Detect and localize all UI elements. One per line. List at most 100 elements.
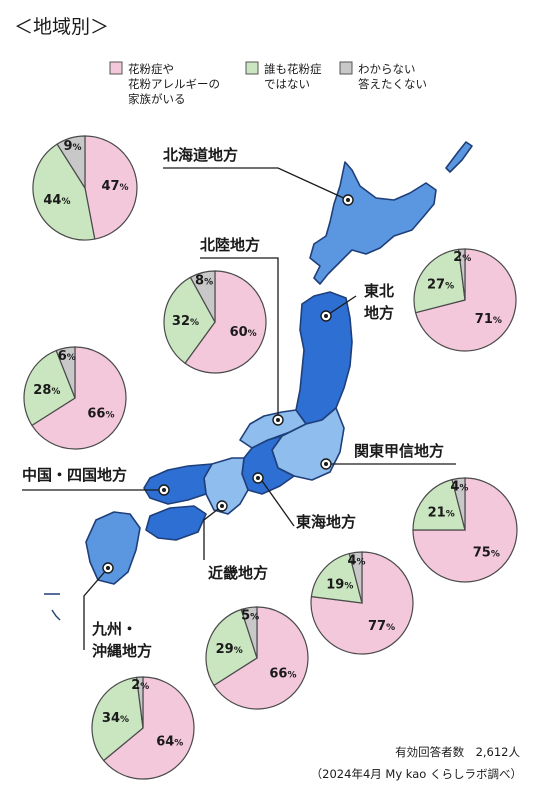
region-labels: 北海道地方 北陸地方 東北 地方 中国・四国地方 関東甲信地方 東海地方 近畿地… — [22, 146, 444, 660]
pie-label-green: 27% — [427, 277, 454, 292]
pie-label-green: 28% — [33, 383, 60, 398]
pie-slice-green — [163, 276, 216, 365]
japan-map — [44, 141, 473, 621]
pie-label-pink: 71% — [475, 312, 502, 327]
marker-kyushu — [102, 562, 114, 574]
region-label-hokuriku: 北陸地方 — [200, 236, 260, 254]
region-label-tohoku: 東北 地方 — [364, 282, 399, 322]
pie-slice-gray — [451, 477, 466, 531]
leader-tohoku — [325, 295, 357, 317]
map-chugoku — [143, 463, 213, 505]
region-label-tokai: 東海地方 — [296, 513, 356, 531]
pie-slice-green — [413, 248, 466, 314]
legend-swatch-pink — [109, 61, 123, 75]
pie-slice-gray — [55, 346, 76, 399]
pie-label-pink: 66% — [87, 406, 114, 421]
pie-hokkaido: 47% 44% 9% — [32, 135, 138, 241]
pie-label-gray: 2% — [131, 678, 149, 693]
leader-hokuriku — [200, 257, 279, 420]
pie-slice-pink — [414, 248, 517, 352]
pie-slice-gray — [189, 270, 216, 323]
pie-slice-pink — [412, 477, 518, 583]
pie-slice-green — [23, 349, 76, 427]
pie-slice-pink — [213, 606, 309, 710]
marker-tohoku — [320, 310, 332, 322]
pie-label-gray: 4% — [450, 480, 468, 495]
leader-tokai — [259, 477, 295, 527]
pie-slice-gray — [240, 606, 258, 659]
pie-slice-green — [205, 608, 258, 687]
leader-kyushu — [83, 567, 109, 650]
pie-label-gray: 5% — [241, 609, 259, 624]
map-kyushu — [85, 511, 141, 585]
pie-slice-pink — [31, 346, 127, 450]
pie-slice-pink — [310, 551, 414, 655]
pie-label-gray: 9% — [63, 139, 81, 154]
pie-label-green: 19% — [326, 577, 353, 592]
pie-label-gray: 6% — [58, 349, 76, 364]
pie-slice-gray — [457, 248, 466, 301]
pie-slice-gray — [135, 676, 144, 729]
pie-slice-green — [310, 552, 363, 604]
pie-label-pink: 75% — [473, 545, 500, 560]
pie-label-pink: 64% — [156, 735, 183, 750]
pie-slice-pink — [184, 270, 267, 374]
region-label-kanto: 関東甲信地方 — [354, 442, 444, 460]
pie-slice-gray — [56, 135, 86, 191]
marker-tokai — [252, 472, 264, 484]
marker-kanto — [320, 458, 332, 470]
pie-label-green: 32% — [172, 314, 199, 329]
pie-hokuriku: 60% 32% 8% — [163, 270, 267, 374]
pie-label-gray: 2% — [453, 250, 471, 265]
pie-kyushu-okinawa: 64% 34% 2% — [91, 676, 195, 780]
pie-label-green: 34% — [102, 711, 129, 726]
pie-slice-pink — [102, 676, 195, 780]
pie-label-gray: 4% — [347, 553, 365, 568]
pie-slice-pink — [84, 135, 138, 240]
pie-kinki: 66% 29% 5% — [205, 606, 309, 710]
map-hokkaido — [309, 161, 437, 285]
legend: 花粉症や 花粉アレルギーの 家族がいる 誰も花粉症 ではない わからない 答えた… — [109, 61, 427, 106]
region-label-kyushu-okinawa: 九州・ 沖縄地方 — [91, 620, 152, 660]
pie-label-gray: 8% — [195, 274, 213, 289]
pie-chugoku-shikoku: 66% 28% 6% — [23, 346, 127, 450]
legend-swatch-green — [245, 61, 259, 75]
pie-label-pink: 77% — [368, 619, 395, 634]
region-markers — [102, 194, 354, 574]
page-title: ＜地域別＞ — [14, 16, 109, 38]
legend-label-gray: わからない 答えたくない — [358, 62, 427, 91]
pie-slice-gray — [348, 551, 363, 604]
pie-slice-green — [412, 478, 466, 531]
leader-kinki — [203, 505, 223, 560]
leader-hokkaido — [163, 167, 349, 201]
pie-charts: 47% 44% 9% 60% 32% 8% 71% 27% 2% 66% 28% 6% 75% 21% 4%… — [23, 135, 518, 780]
region-label-chugoku-shikoku: 中国・四国地方 — [22, 466, 127, 484]
legend-swatch-gray — [339, 61, 353, 75]
marker-chugoku — [158, 484, 170, 496]
respondents-note: 有効回答者数 2,612人 — [395, 745, 520, 759]
pie-kanto: 75% 21% 4% — [412, 477, 518, 583]
pie-label-pink: 47% — [101, 179, 128, 194]
legend-label-pink: 花粉症や 花粉アレルギーの 家族がいる — [128, 62, 224, 106]
marker-hokuriku — [272, 414, 284, 426]
pie-label-pink: 60% — [230, 325, 257, 340]
marker-kinki — [216, 500, 228, 512]
pie-label-green: 44% — [43, 193, 70, 208]
map-shikoku — [145, 505, 207, 541]
pie-slice-green — [32, 143, 96, 241]
pie-label-green: 29% — [216, 642, 243, 657]
pie-label-pink: 66% — [269, 666, 296, 681]
pie-tokai: 77% 19% 4% — [310, 551, 414, 655]
region-label-kinki: 近畿地方 — [208, 564, 268, 582]
pie-slice-green — [91, 676, 144, 762]
map-kuril — [445, 141, 473, 173]
legend-label-green: 誰も花粉症 ではない — [264, 62, 325, 91]
region-label-hokkaido: 北海道地方 — [163, 146, 238, 164]
map-okinawa — [44, 593, 61, 621]
pie-tohoku: 71% 27% 2% — [413, 248, 517, 352]
marker-hokkaido — [342, 194, 354, 206]
pie-label-green: 21% — [428, 506, 455, 521]
leader-lines — [22, 167, 456, 650]
source-note: （2024年4月 My kao くらしラボ調べ） — [311, 767, 522, 781]
